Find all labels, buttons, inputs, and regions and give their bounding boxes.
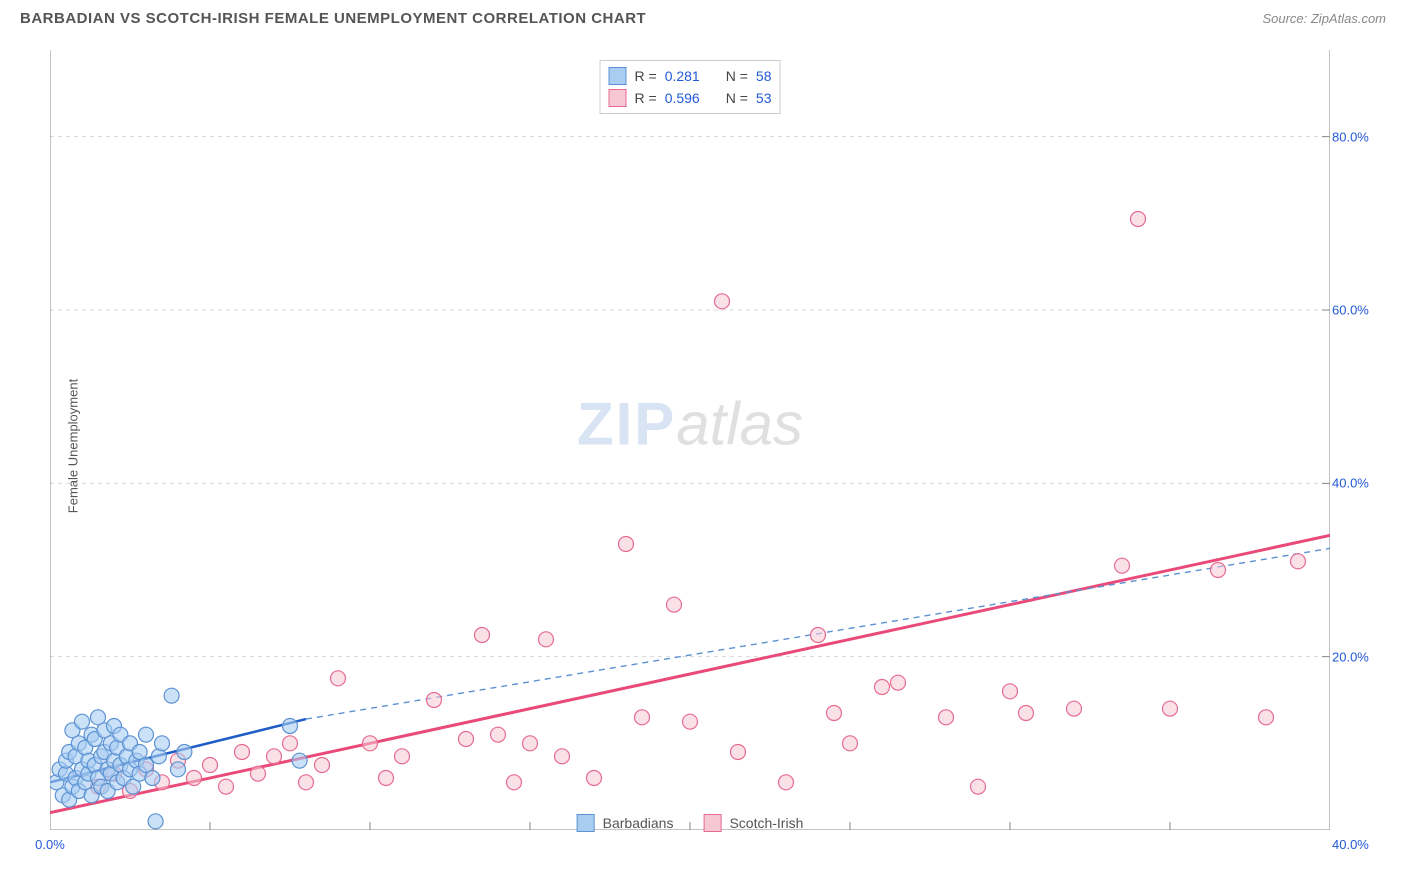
legend-label-scotch-irish: Scotch-Irish xyxy=(729,815,803,831)
scatter-plot xyxy=(50,50,1330,830)
y-tick-label: 80.0% xyxy=(1332,129,1380,144)
stats-row-scotch-irish: R = 0.596 N = 53 xyxy=(609,87,772,109)
y-tick-label: 60.0% xyxy=(1332,303,1380,318)
n-value-barbadians: 58 xyxy=(756,68,772,84)
n-label: N = xyxy=(726,90,748,106)
chart-header: BARBADIAN VS SCOTCH-IRISH FEMALE UNEMPLO… xyxy=(0,0,1406,35)
r-value-barbadians: 0.281 xyxy=(665,68,700,84)
x-tick-label: 40.0% xyxy=(1332,837,1380,852)
legend-label-barbadians: Barbadians xyxy=(603,815,674,831)
chart-title: BARBADIAN VS SCOTCH-IRISH FEMALE UNEMPLO… xyxy=(20,10,646,27)
stats-legend: R = 0.281 N = 58 R = 0.596 N = 53 xyxy=(600,60,781,114)
r-label: R = xyxy=(635,68,657,84)
r-label: R = xyxy=(635,90,657,106)
legend-item-scotch-irish: Scotch-Irish xyxy=(703,814,803,832)
swatch-scotch-irish xyxy=(703,814,721,832)
swatch-barbadians xyxy=(577,814,595,832)
stats-row-barbadians: R = 0.281 N = 58 xyxy=(609,65,772,87)
r-value-scotch-irish: 0.596 xyxy=(665,90,700,106)
chart-area: ZIPatlas R = 0.281 N = 58 R = 0.596 N = … xyxy=(50,50,1330,830)
n-label: N = xyxy=(726,68,748,84)
legend-item-barbadians: Barbadians xyxy=(577,814,674,832)
series-legend: Barbadians Scotch-Irish xyxy=(577,814,804,832)
y-tick-label: 40.0% xyxy=(1332,476,1380,491)
x-tick-label: 0.0% xyxy=(35,837,65,852)
swatch-barbadians xyxy=(609,67,627,85)
swatch-scotch-irish xyxy=(609,89,627,107)
chart-source: Source: ZipAtlas.com xyxy=(1262,11,1386,26)
n-value-scotch-irish: 53 xyxy=(756,90,772,106)
y-tick-label: 20.0% xyxy=(1332,649,1380,664)
